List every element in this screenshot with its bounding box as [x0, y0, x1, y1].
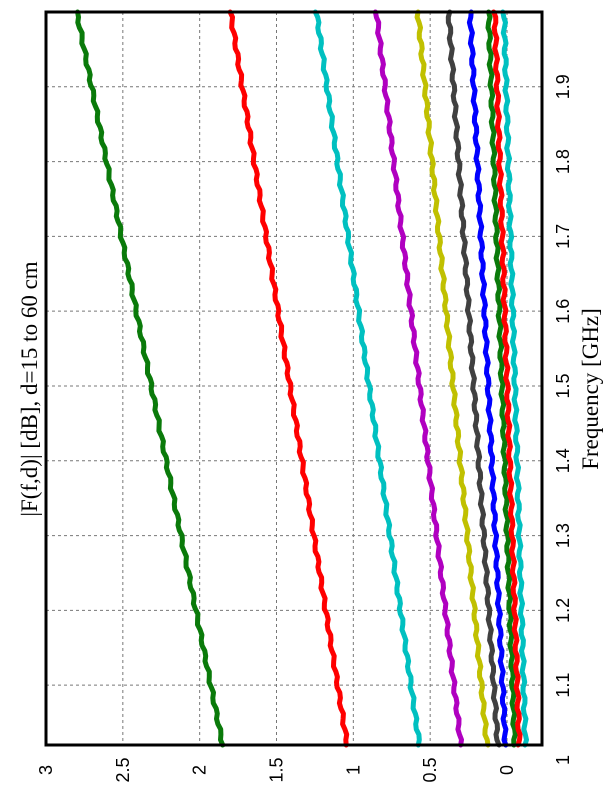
y-tick-label: 1: [343, 765, 363, 775]
grid-lines: [46, 12, 542, 745]
series-line: [227, 9, 350, 748]
series-line: [500, 9, 529, 748]
series-line: [445, 9, 502, 748]
x-tick-label: 1.5: [553, 373, 573, 398]
series-line: [491, 9, 523, 748]
series-group: [75, 9, 529, 748]
x-tick-label: 1: [553, 755, 573, 765]
x-tick-label: 1.6: [553, 299, 573, 324]
y-tick-label: 3: [36, 765, 56, 775]
y-tick-label: 1.5: [267, 757, 287, 782]
x-tick-label: 1.3: [553, 523, 573, 548]
series-line: [485, 9, 518, 748]
y-tick-label: 0: [497, 765, 517, 775]
x-tick-label: 1.4: [553, 448, 573, 473]
series-line: [312, 9, 422, 748]
y-tick-label: 2: [190, 765, 210, 775]
x-tick-label: 1.7: [553, 224, 573, 249]
chart-title: |F(f,d)| [dB], d=15 to 60 cm: [17, 261, 42, 516]
x-tick-label: 1.8: [553, 149, 573, 174]
plot-frame: [44, 10, 544, 747]
x-tick-labels: 1 1.1 1.2 1.3 1.4 1.5 1.6 1.7 1.8 1.9: [553, 74, 573, 765]
y-tick-label: 2.5: [113, 757, 133, 782]
series-line: [466, 9, 509, 748]
x-tick-label: 1.9: [553, 74, 573, 99]
y-tick-labels: 0 0.5 1 1.5 2 2.5 3: [36, 757, 517, 782]
x-axis-label: Frequency [GHz]: [578, 308, 603, 470]
x-tick-label: 1.2: [553, 598, 573, 623]
series-line: [372, 9, 464, 748]
series-line: [75, 9, 226, 748]
y-tick-label: 0.5: [420, 757, 440, 782]
x-tick-label: 1.1: [553, 673, 573, 698]
series-line: [414, 9, 491, 748]
